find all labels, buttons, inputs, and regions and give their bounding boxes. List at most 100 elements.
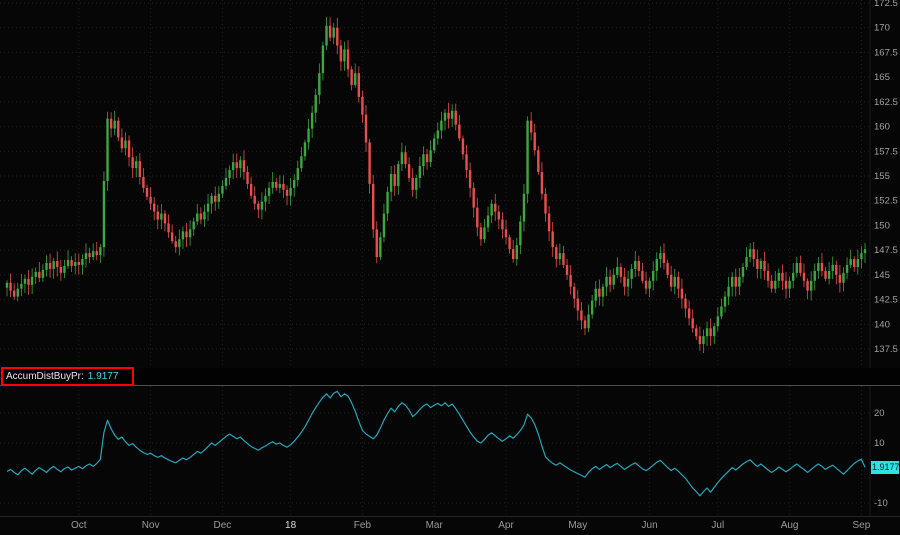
candle-body	[763, 261, 766, 271]
candle-body	[817, 262, 820, 271]
candle-body	[540, 172, 544, 194]
price-axis-label: 155	[874, 171, 890, 182]
candle-body	[716, 316, 720, 327]
candle-body	[795, 262, 798, 273]
candle-body	[856, 259, 860, 267]
candle-body	[598, 288, 601, 297]
candle-body	[853, 259, 856, 267]
candle-body	[454, 110, 457, 125]
time-axis-label: May	[568, 520, 588, 531]
indicator-value-badge: 1.9177	[871, 461, 900, 474]
candle-body	[537, 150, 540, 173]
candle-body	[332, 27, 335, 38]
indicator-chart-panel[interactable]: 20 10 -10	[0, 386, 900, 516]
candle-body	[698, 336, 702, 345]
candle-body	[310, 112, 314, 129]
candle-body	[845, 264, 849, 273]
candle-body	[411, 177, 414, 190]
time-axis-label: Aug	[780, 520, 799, 531]
candle-body	[91, 251, 95, 258]
candle-body	[465, 154, 468, 171]
candle-body	[738, 276, 741, 287]
price-chart-panel[interactable]: 172.5 170 167.5 165 162.5 160 157.5 155 152.5 150…	[0, 0, 900, 368]
time-axis-label: Jun	[641, 520, 658, 531]
candle-body	[634, 261, 637, 269]
candle-body	[436, 130, 439, 139]
candle-body	[48, 262, 52, 269]
candle-body	[637, 261, 641, 271]
indicator-axis-label: -10	[874, 498, 888, 509]
candle-body	[321, 45, 325, 74]
candle-body	[350, 69, 353, 86]
price-axis-label: 140	[874, 319, 890, 330]
candle-body	[533, 132, 536, 151]
candle-body	[734, 276, 737, 287]
candle-body	[249, 183, 253, 196]
candle-body	[623, 276, 626, 287]
candle-body	[745, 257, 748, 267]
candle-body	[364, 114, 368, 143]
candle-body	[325, 25, 328, 46]
candle-body	[468, 170, 472, 188]
candle-body	[709, 328, 712, 337]
candle-body	[59, 266, 63, 273]
candle-body	[684, 298, 687, 309]
time-axis-label: Apr	[498, 520, 514, 531]
price-axis-label: 170	[874, 23, 890, 34]
candle-body	[630, 268, 633, 279]
candle-body	[30, 276, 34, 285]
candle-body	[425, 154, 429, 163]
candle-body	[260, 201, 264, 210]
candle-body	[547, 213, 551, 232]
candle-body	[702, 336, 705, 345]
study-name-label[interactable]: AccumDistBuyPr:	[6, 371, 84, 382]
candle-body	[601, 286, 605, 297]
candle-body	[766, 270, 770, 281]
candle-body	[357, 73, 361, 97]
candle-body	[652, 270, 655, 281]
candle-body	[608, 276, 612, 285]
price-axis-label: 167.5	[874, 47, 898, 58]
candle-body	[300, 156, 303, 169]
indicator-line	[6, 390, 866, 497]
candle-body	[418, 166, 422, 178]
indicator-axis-label: 20	[874, 408, 885, 419]
candle-body	[34, 271, 37, 277]
candle-body	[583, 320, 587, 329]
candle-body	[415, 177, 418, 190]
candle-body	[393, 174, 396, 186]
candle-body	[522, 193, 526, 222]
candle-body	[486, 215, 490, 228]
candle-body	[224, 177, 228, 186]
candle-body	[529, 120, 533, 133]
candle-body	[641, 270, 644, 281]
candle-body	[38, 271, 41, 278]
candle-body	[196, 213, 199, 222]
candle-body	[389, 174, 393, 192]
price-axis-label: 165	[874, 72, 890, 83]
candle-body	[23, 278, 27, 284]
candle-body	[626, 278, 630, 287]
candle-body	[831, 264, 834, 271]
candle-body	[748, 249, 752, 258]
candle-body	[594, 288, 597, 301]
candle-body	[102, 180, 106, 248]
candle-body	[784, 280, 788, 289]
price-axis-label: 157.5	[874, 146, 898, 157]
candle-body	[494, 203, 497, 212]
candle-body	[152, 203, 156, 212]
candle-body	[214, 195, 217, 202]
candle-body	[289, 187, 292, 196]
candle-body	[185, 231, 188, 238]
candle-body	[723, 296, 727, 307]
candle-body	[713, 326, 716, 337]
candle-body	[720, 306, 723, 317]
time-axis-label: Sep	[852, 520, 871, 531]
candle-body	[163, 213, 167, 224]
candle-body	[429, 150, 432, 163]
candle-body	[66, 260, 70, 266]
candle-body	[863, 249, 867, 254]
candle-body	[160, 213, 163, 220]
candle-body	[781, 272, 784, 281]
candle-body	[774, 280, 777, 289]
